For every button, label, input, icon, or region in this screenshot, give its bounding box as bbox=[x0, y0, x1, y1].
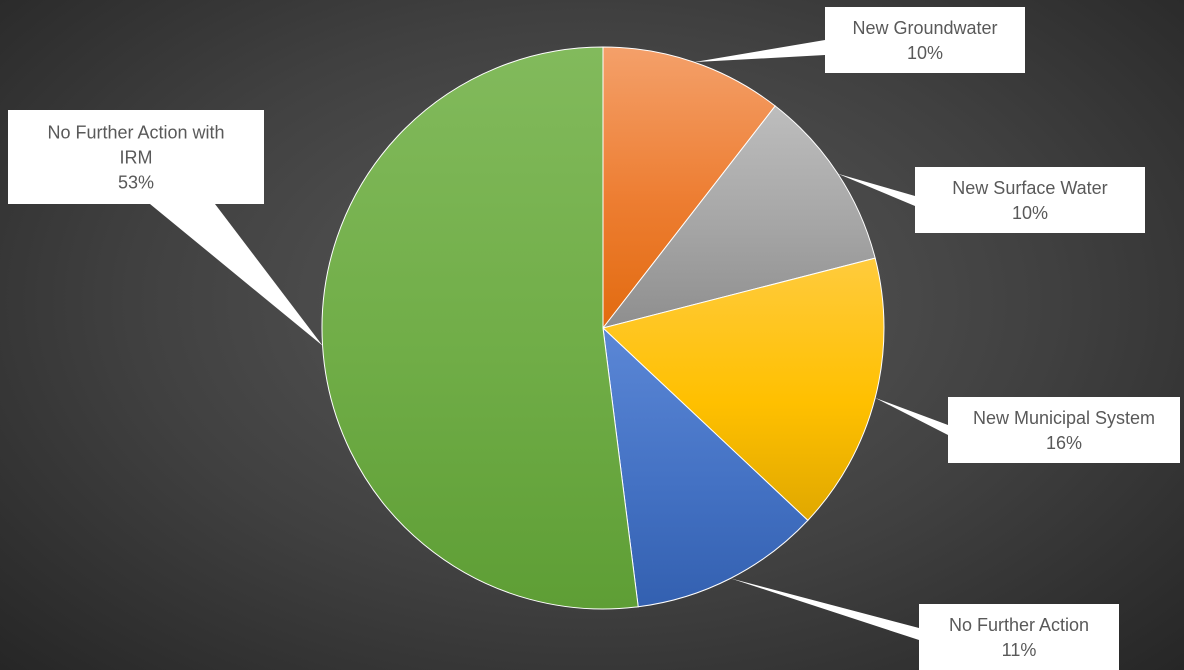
pie-slices bbox=[321, 46, 885, 610]
callout-pointer bbox=[150, 204, 323, 346]
data-label-percent: 53% bbox=[118, 173, 154, 193]
callout-pointer bbox=[837, 173, 915, 206]
pie-slice-new-groundwater bbox=[602, 46, 776, 330]
data-label-percent: 10% bbox=[1012, 203, 1048, 223]
pie-slice-no-further-action-with bbox=[321, 46, 639, 610]
pie-slice-new-municipal-system bbox=[601, 257, 885, 522]
callout-box bbox=[8, 110, 264, 204]
callout-pointer bbox=[875, 397, 948, 435]
data-label-percent: 16% bbox=[1046, 433, 1082, 453]
data-label-category: New Municipal System bbox=[973, 408, 1155, 428]
data-label-category: No Further Action with bbox=[47, 123, 224, 143]
pie-slice-no-further-action bbox=[602, 326, 809, 608]
callout-pointer bbox=[694, 40, 825, 63]
pie-slice-new-surface-water bbox=[601, 105, 876, 329]
data-label-category: No Further Action bbox=[949, 615, 1089, 635]
data-label-category: New Groundwater bbox=[852, 18, 997, 38]
callout-box bbox=[948, 397, 1180, 463]
data-label-callouts: New Groundwater 10% New Surface Water 10% Ne… bbox=[8, 7, 1180, 670]
callout-box bbox=[825, 7, 1025, 73]
data-label-category: IRM bbox=[120, 148, 153, 168]
data-label-percent: 10% bbox=[907, 43, 943, 63]
data-label-percent: 11% bbox=[1002, 640, 1037, 660]
data-label-category: New Surface Water bbox=[952, 178, 1107, 198]
callout-pointer bbox=[730, 578, 919, 640]
callout-box bbox=[919, 604, 1119, 670]
callout-box bbox=[915, 167, 1145, 233]
